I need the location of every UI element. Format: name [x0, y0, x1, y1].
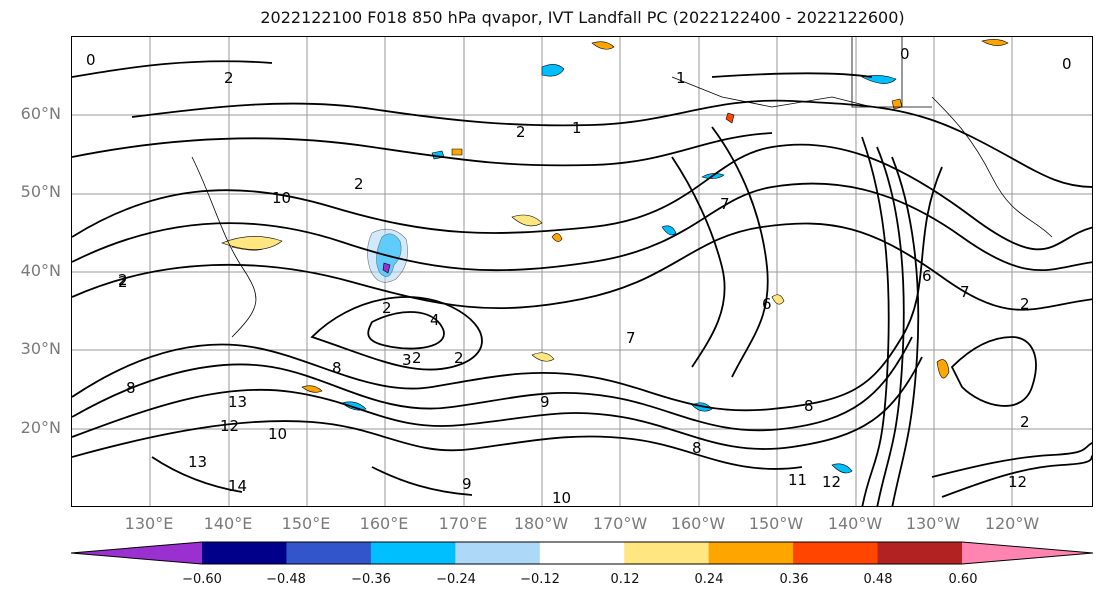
ivt-contours: [72, 60, 1092, 506]
lon-label: 180°W: [513, 514, 569, 533]
lat-label-50n: 50°N: [20, 182, 61, 201]
contour-label: 2: [1020, 295, 1030, 313]
contour-label: 6: [922, 267, 932, 285]
contour-label: 12: [220, 417, 239, 435]
contour-label: 1: [676, 69, 686, 87]
contour-label: 7: [720, 195, 730, 213]
contour-label: 8: [332, 359, 342, 377]
contour-label: 2: [516, 123, 526, 141]
contour-label: 10: [268, 425, 287, 443]
contour-label: 3: [402, 351, 412, 369]
colorbar-segment: [286, 542, 372, 564]
contour-label: 8: [692, 439, 702, 457]
lon-label: 120°W: [984, 514, 1040, 533]
contour-label: 0: [900, 45, 910, 63]
colorbar: [71, 541, 1093, 565]
colorbar-outline: [71, 541, 1093, 565]
colorbar-tick: −0.48: [266, 572, 306, 587]
contour-label: 2: [382, 299, 392, 317]
contour-label: 4: [430, 311, 440, 329]
colorbar-tick: 0.36: [779, 572, 809, 587]
contour-label: 12: [822, 473, 841, 491]
lat-label-60n: 60°N: [20, 104, 61, 123]
colorbar-tick: 0.24: [694, 572, 724, 587]
coastlines: [191, 37, 1053, 338]
contour-label: 10: [552, 489, 571, 507]
lat-label-30n: 30°N: [20, 339, 61, 358]
lon-label: 170°E: [438, 514, 488, 533]
colorbar-tick: 0.60: [948, 572, 978, 587]
colorbar-segment: [539, 542, 625, 564]
contour-label: 12: [1008, 473, 1027, 491]
contour-label: 0: [86, 51, 96, 69]
colorbar-extend-min: [71, 542, 202, 564]
colorbar-extend-max: [962, 542, 1093, 564]
contour-label: 2: [118, 271, 128, 289]
colorbar-segment: [455, 542, 541, 564]
lon-label: 160°W: [670, 514, 726, 533]
colorbar-tick: −0.24: [436, 572, 476, 587]
lat-label-40n: 40°N: [20, 261, 61, 280]
contour-label: 7: [960, 283, 970, 301]
contour-label: 13: [188, 453, 207, 471]
contour-label: 13: [228, 393, 247, 411]
lon-label: 130°E: [124, 514, 174, 533]
contour-label: 10: [272, 189, 291, 207]
lon-label: 140°E: [203, 514, 253, 533]
lon-label: 150°E: [281, 514, 331, 533]
colorbar-tick: 0.12: [610, 572, 640, 587]
colorbar-tick: 0.48: [863, 572, 893, 587]
contour-label: 2: [412, 349, 422, 367]
contour-label: 11: [788, 471, 807, 489]
colorbar-tick: −0.36: [351, 572, 391, 587]
contour-label: 2: [224, 69, 234, 87]
colorbar-segment: [877, 542, 963, 564]
colorbar-segment: [708, 542, 794, 564]
lon-label: 160°E: [359, 514, 409, 533]
contour-label: 2: [354, 175, 364, 193]
contour-label: 9: [540, 393, 550, 411]
contour-label: 6: [762, 295, 772, 313]
colorbar-tick: −0.60: [182, 572, 222, 587]
contour-label: 14: [228, 477, 247, 495]
lon-label: 140°W: [827, 514, 883, 533]
map-panel: 0 0 0 2 1 2 1 2 2 10 2 2 4 2 3 7 6 6 7 7…: [71, 36, 1093, 507]
lon-label: 150°W: [748, 514, 804, 533]
lon-label: 170°W: [592, 514, 648, 533]
lon-label: 130°W: [905, 514, 961, 533]
colorbar-tick: −0.12: [520, 572, 560, 587]
contour-label: 8: [126, 379, 136, 397]
colorbar-segment: [202, 542, 287, 564]
map-canvas: 0 0 0 2 1 2 1 2 2 10 2 2 4 2 3 7 6 6 7 7…: [72, 37, 1092, 507]
contour-label: 2: [118, 273, 128, 291]
qvapor-shading: [221, 39, 1009, 474]
contour-label: 2: [454, 349, 464, 367]
lat-label-20n: 20°N: [20, 418, 61, 437]
colorbar-segment: [793, 542, 879, 564]
contour-label: 1: [572, 119, 582, 137]
contour-label: 0: [1062, 55, 1072, 73]
contour-label: 8: [804, 397, 814, 415]
colorbar-segment: [624, 542, 710, 564]
contour-labels: 0 0 0 2 1 2 1 2 2 10 2 2 4 2 3 7 6 6 7 7…: [86, 45, 1072, 507]
colorbar-segment: [370, 542, 456, 564]
contour-label: 9: [462, 475, 472, 493]
map-title: 2022122100 F018 850 hPa qvapor, IVT Land…: [260, 8, 905, 27]
contour-label: 2: [1020, 413, 1030, 431]
contour-label: 7: [626, 329, 636, 347]
